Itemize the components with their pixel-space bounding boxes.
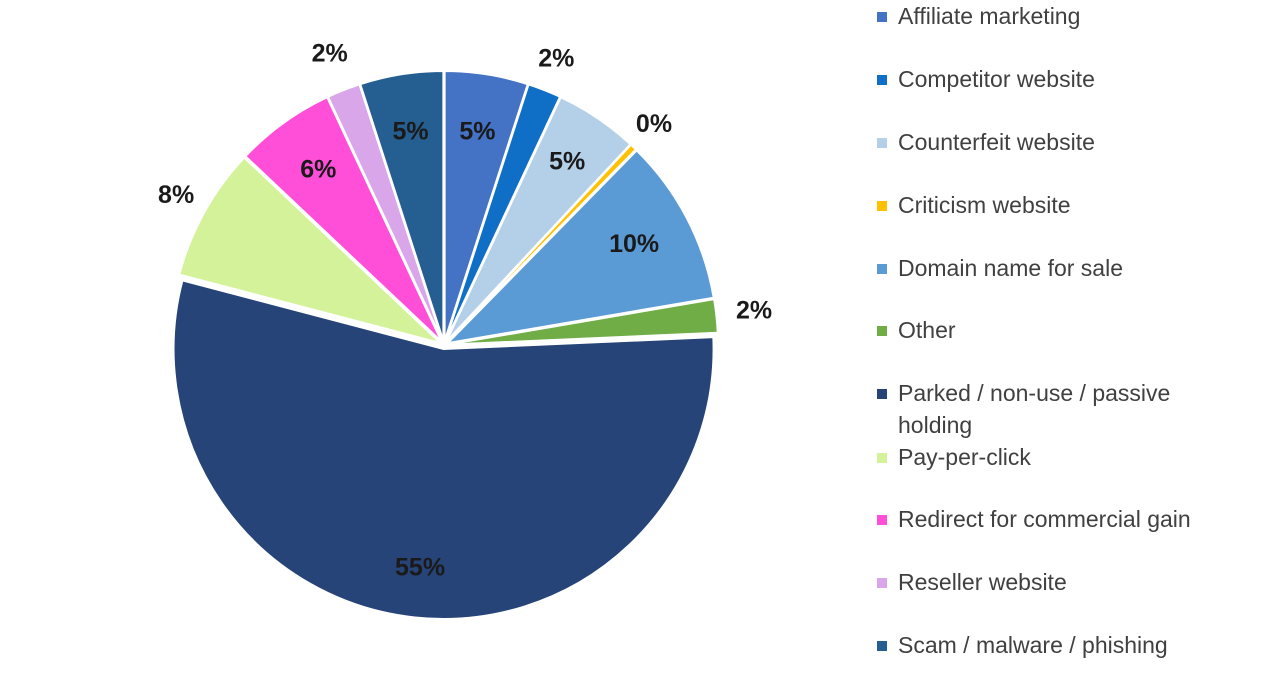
legend-label: Parked / non-use / passive holding [898,380,1171,438]
legend-item: Competitor website [877,63,1238,95]
legend-swatch [877,138,887,148]
legend-item: Other [877,314,1238,346]
legend-label: Pay-per-click [898,444,1031,470]
slice-data-label: 8% [158,181,194,209]
legend-item: Scam / malware / phishing [877,629,1238,661]
legend-swatch [877,389,887,399]
legend-item: Affiliate marketing [877,0,1238,32]
legend-swatch [877,326,887,336]
pie-slice-6 [447,298,719,346]
slice-data-label: 5% [459,118,495,146]
legend-item: Reseller website [877,566,1238,598]
pie-slice-7 [172,279,715,620]
legend-swatch [877,12,887,22]
slice-data-label: 5% [392,118,428,146]
legend-item: Criticism website [877,189,1238,221]
legend-label: Redirect for commercial gain [898,506,1191,532]
slice-data-label: 10% [609,230,659,258]
pie-slice-4 [446,143,638,343]
legend-label: Competitor website [898,66,1095,92]
legend-swatch [877,641,887,651]
legend-label: Scam / malware / phishing [898,632,1168,658]
slice-data-label: 2% [736,296,772,324]
slice-data-label: 6% [300,156,336,184]
legend-swatch [877,201,887,211]
legend-swatch [877,578,887,588]
legend-swatch [877,75,887,85]
legend-label: Counterfeit website [898,129,1095,155]
legend-swatch [877,264,887,274]
legend-swatch [877,453,887,463]
pie-plot-area: 5% 2% 5% 0% 10% 2% 55% 8% 6% 2% 5% [158,40,772,620]
legend-label: Criticism website [898,192,1071,218]
pie-slice-9 [244,95,443,343]
slice-data-label: 0% [636,110,672,138]
legend-label: Reseller website [898,569,1067,595]
legend-swatch [877,515,887,525]
legend-item: Counterfeit website [877,126,1238,158]
slice-data-label: 55% [395,554,445,582]
legend-label: Affiliate marketing [898,3,1081,29]
slice-data-label: 5% [549,147,585,175]
legend-item: Redirect for commercial gain [877,503,1238,535]
legend-item: Domain name for sale [877,252,1238,284]
pie-slice-8 [178,156,442,345]
pie-slice-11 [359,70,445,342]
legend-item: Parked / non-use / passive holding [877,377,1238,441]
legend-label: Other [898,317,956,343]
legend-item: Pay-per-click [877,441,1238,473]
legend-label: Domain name for sale [898,255,1123,281]
pie-slice-5 [444,149,715,345]
slice-data-label: 2% [312,40,348,68]
slice-data-label: 2% [538,45,574,73]
